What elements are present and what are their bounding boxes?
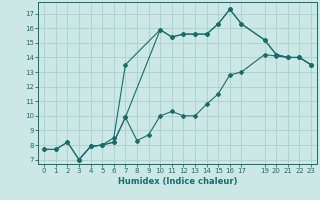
- X-axis label: Humidex (Indice chaleur): Humidex (Indice chaleur): [118, 177, 237, 186]
